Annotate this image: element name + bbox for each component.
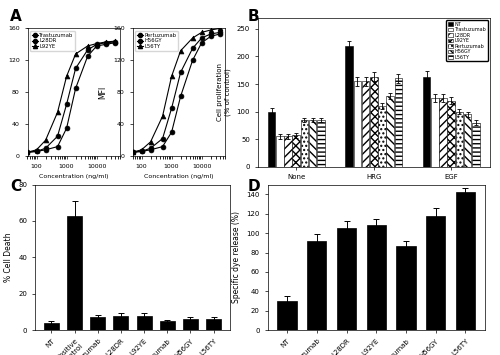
Bar [378,106,386,167]
Bar [307,241,326,330]
Bar [394,78,402,167]
Bar [300,120,308,167]
Y-axis label: MFI: MFI [0,86,2,99]
Y-axis label: Cell proliferation
(% of control): Cell proliferation (% of control) [218,63,231,121]
Bar [284,136,292,167]
Bar [67,215,82,330]
Text: D: D [248,179,260,194]
Legend: Pertuzumab, H56GY, L56TY: Pertuzumab, H56GY, L56TY [135,31,178,51]
Bar [464,114,471,167]
X-axis label: Concentration (ng/ml): Concentration (ng/ml) [144,174,214,179]
Y-axis label: MFI: MFI [98,86,108,99]
Bar [362,81,370,167]
Bar [114,316,128,330]
Bar [206,319,221,330]
Legend: Trastuzumab, L28DR, L92YE: Trastuzumab, L28DR, L92YE [30,31,75,51]
Bar [366,225,386,330]
Bar [456,192,475,330]
Y-axis label: Specific dye release (%): Specific dye release (%) [232,211,241,304]
X-axis label: Concentration (ng/ml): Concentration (ng/ml) [39,174,108,179]
Text: A: A [10,9,22,24]
Bar [278,301,296,330]
Text: B: B [248,9,259,24]
Bar [431,98,438,167]
Bar [136,316,152,330]
Bar [426,215,446,330]
Bar [396,246,415,330]
Text: C: C [10,179,21,194]
Bar [292,135,300,167]
Bar [309,120,316,167]
Bar [456,111,463,167]
Bar [354,81,361,167]
Bar [472,123,480,167]
Bar [346,47,353,167]
Bar [44,323,59,330]
Legend: NT, Trastuzumab, L28DR, L92YE, Pertuzumab, H56GY, L56TY: NT, Trastuzumab, L28DR, L92YE, Pertuzuma… [446,20,488,61]
Bar [440,98,447,167]
Bar [268,111,276,167]
Bar [317,120,324,167]
Bar [370,77,378,167]
Bar [448,100,455,167]
Bar [276,136,283,167]
Y-axis label: % Cell Death: % Cell Death [4,233,13,282]
Bar [423,77,430,167]
Bar [386,96,394,167]
Bar [90,317,106,330]
Bar [337,228,356,330]
Bar [160,321,175,330]
Bar [183,319,198,330]
